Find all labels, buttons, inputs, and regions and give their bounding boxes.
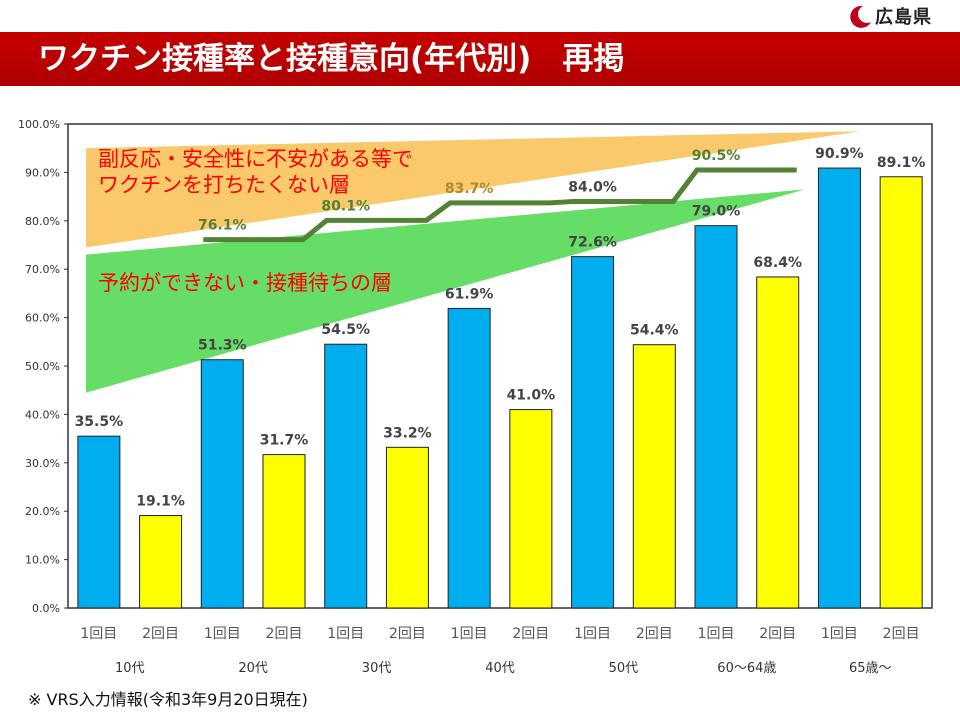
bar-dose1-5: [694, 225, 738, 609]
y-tick-label: 10.0%: [25, 554, 60, 567]
y-tick-label: 50.0%: [25, 360, 60, 373]
intent-value-label: 76.1%: [198, 218, 247, 234]
y-tick-label: 100.0%: [18, 118, 60, 131]
x-dose-label: 2回目: [389, 626, 426, 642]
upper-band-wedge: [86, 131, 860, 248]
bar-dose1-2: [324, 343, 368, 609]
y-tick-label: 20.0%: [25, 505, 60, 518]
bar-value-label: 54.4%: [630, 323, 679, 339]
y-tick-label: 0.0%: [32, 602, 60, 615]
intent-value-label: 80.1%: [321, 198, 370, 214]
x-dose-label: 1回目: [698, 626, 735, 642]
x-dose-label: 2回目: [142, 626, 179, 642]
bar-value-label: 51.3%: [198, 338, 247, 354]
bar-dose2-2: [385, 446, 429, 609]
y-tick-label: 40.0%: [25, 408, 60, 421]
intent-value-label: 83.7%: [445, 181, 494, 197]
bar-value-label: 19.1%: [136, 494, 185, 510]
lower-band-label: 予約ができない・接種待ちの層: [98, 271, 392, 295]
x-dose-label: 2回目: [512, 626, 549, 642]
x-dose-label: 1回目: [327, 626, 364, 642]
x-dose-label: 2回目: [883, 626, 920, 642]
x-group-label: 30代: [362, 661, 392, 676]
bar-dose2-4: [632, 344, 676, 609]
bar-dose1-4: [571, 256, 615, 609]
bar-value-label: 68.4%: [753, 255, 802, 271]
hiroshima-logo-icon: [850, 5, 871, 28]
prefecture-logo: 広島県: [847, 4, 932, 28]
x-dose-label: 2回目: [636, 626, 673, 642]
x-group-label: 20代: [238, 661, 268, 676]
bar-value-label: 72.6%: [568, 235, 617, 251]
bar-dose1-3: [447, 307, 491, 609]
x-dose-label: 2回目: [266, 626, 303, 642]
y-tick-label: 70.0%: [25, 263, 60, 276]
bar-value-label: 89.1%: [877, 155, 926, 171]
bar-value-label: 35.5%: [75, 414, 124, 430]
x-group-label: 40代: [485, 661, 515, 676]
bar-value-label: 31.7%: [260, 433, 309, 449]
bar-dose1-0: [77, 435, 121, 609]
footnote: ※ VRS入力情報(令和3年9月20日現在): [28, 690, 308, 709]
page-title: ワクチン接種率と接種意向(年代別) 再掲: [38, 41, 625, 77]
x-dose-label: 1回目: [80, 626, 117, 642]
x-dose-label: 1回目: [821, 626, 858, 642]
upper-band-label: 副反応・安全性に不安がある等で: [98, 147, 413, 171]
bar-dose1-1: [200, 359, 244, 609]
bar-value-label: 79.0%: [692, 204, 741, 220]
intent-line: [203, 167, 797, 243]
x-dose-label: 1回目: [204, 626, 241, 642]
bar-dose2-3: [509, 409, 553, 609]
x-group-label: 65歳～: [849, 661, 892, 676]
upper-band-label: ワクチンを打ちたくない層: [98, 173, 350, 197]
title-bar: ワクチン接種率と接種意向(年代別) 再掲: [0, 32, 960, 86]
bar-dose2-1: [262, 454, 306, 609]
bar-value-label: 41.0%: [507, 388, 556, 404]
x-dose-label: 1回目: [451, 626, 488, 642]
bar-value-label: 54.5%: [321, 322, 370, 338]
logo-text: 広島県: [875, 7, 932, 28]
y-tick-label: 30.0%: [25, 457, 60, 470]
bar-dose2-0: [139, 515, 183, 609]
bar-value-label: 33.2%: [383, 425, 432, 441]
y-tick-label: 90.0%: [25, 166, 60, 179]
bar-dose2-5: [756, 276, 800, 609]
bar-value-label: 90.9%: [815, 146, 864, 162]
y-tick-label: 80.0%: [25, 215, 60, 228]
bar-dose1-6: [817, 167, 861, 609]
x-group-label: 10代: [115, 661, 145, 676]
x-dose-label: 1回目: [574, 626, 611, 642]
bar-dose2-6: [879, 176, 923, 609]
bar-value-label: 61.9%: [445, 286, 494, 302]
intent-value-label: 90.5%: [692, 148, 741, 164]
y-tick-label: 60.0%: [25, 312, 60, 325]
x-group-label: 50代: [609, 661, 639, 676]
x-dose-label: 2回目: [759, 626, 796, 642]
x-group-label: 60～64歳: [717, 661, 776, 676]
intent-value-label: 84.0%: [568, 179, 617, 195]
